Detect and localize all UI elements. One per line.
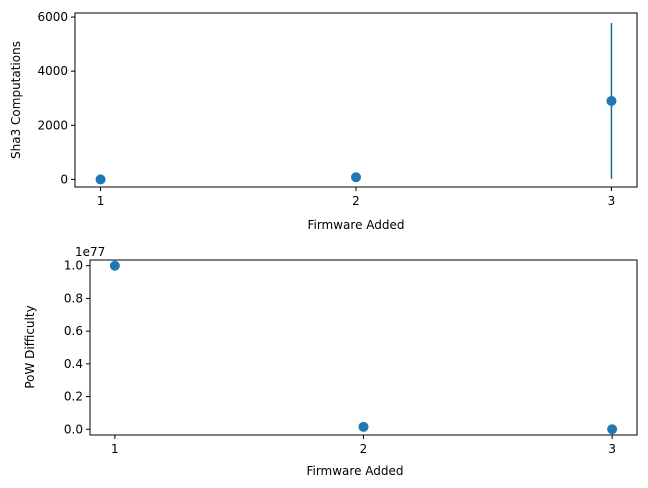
x-tick-label: 3	[608, 194, 616, 208]
data-point	[95, 174, 106, 185]
y-tick-label: 0.2	[64, 390, 83, 404]
x-axis-label: Firmware Added	[307, 218, 404, 232]
y-axis-label: Sha3 Computations	[9, 41, 23, 159]
data-point	[607, 424, 618, 435]
x-ticks: 1 2 3	[97, 187, 616, 208]
x-tick-label: 1	[97, 194, 105, 208]
y-ticks: 0.0 0.2 0.4 0.6 0.8 1.0	[64, 259, 90, 436]
data-point	[351, 172, 361, 183]
offset-label: 1e77	[75, 245, 105, 259]
y-tick-label: 0.8	[64, 291, 83, 305]
y-tick-label: 0.6	[64, 324, 83, 338]
y-tick-label: 4000	[37, 64, 68, 78]
x-tick-label: 2	[352, 194, 360, 208]
x-tick-label: 2	[360, 442, 368, 456]
x-axis-label: Firmware Added	[306, 464, 403, 478]
y-ticks: 0 2000 4000 6000	[37, 10, 75, 186]
y-tick-label: 2000	[37, 118, 68, 132]
data-point	[358, 421, 369, 432]
data-point	[109, 260, 120, 271]
x-tick-label: 3	[608, 442, 616, 456]
y-tick-label: 0.0	[64, 422, 83, 436]
x-tick-label: 1	[111, 442, 119, 456]
chart-sha3: 1 2 3 0 2000 4000 6000 Firmware Added Sha3 Co…	[9, 10, 638, 232]
x-ticks: 1 2 3	[111, 435, 616, 456]
data-point	[606, 95, 617, 106]
data-points	[109, 260, 618, 435]
y-tick-label: 0	[60, 172, 68, 186]
y-tick-label: 0.4	[64, 357, 83, 371]
chart-pow: 1 2 3 0.0 0.2 0.4 0.6 0.8 1.0 1e77 Firmware Add…	[23, 245, 638, 478]
y-axis-label: PoW Difficulty	[23, 305, 37, 388]
y-tick-label: 6000	[37, 10, 68, 24]
y-tick-label: 1.0	[64, 259, 83, 273]
data-points	[95, 95, 617, 185]
